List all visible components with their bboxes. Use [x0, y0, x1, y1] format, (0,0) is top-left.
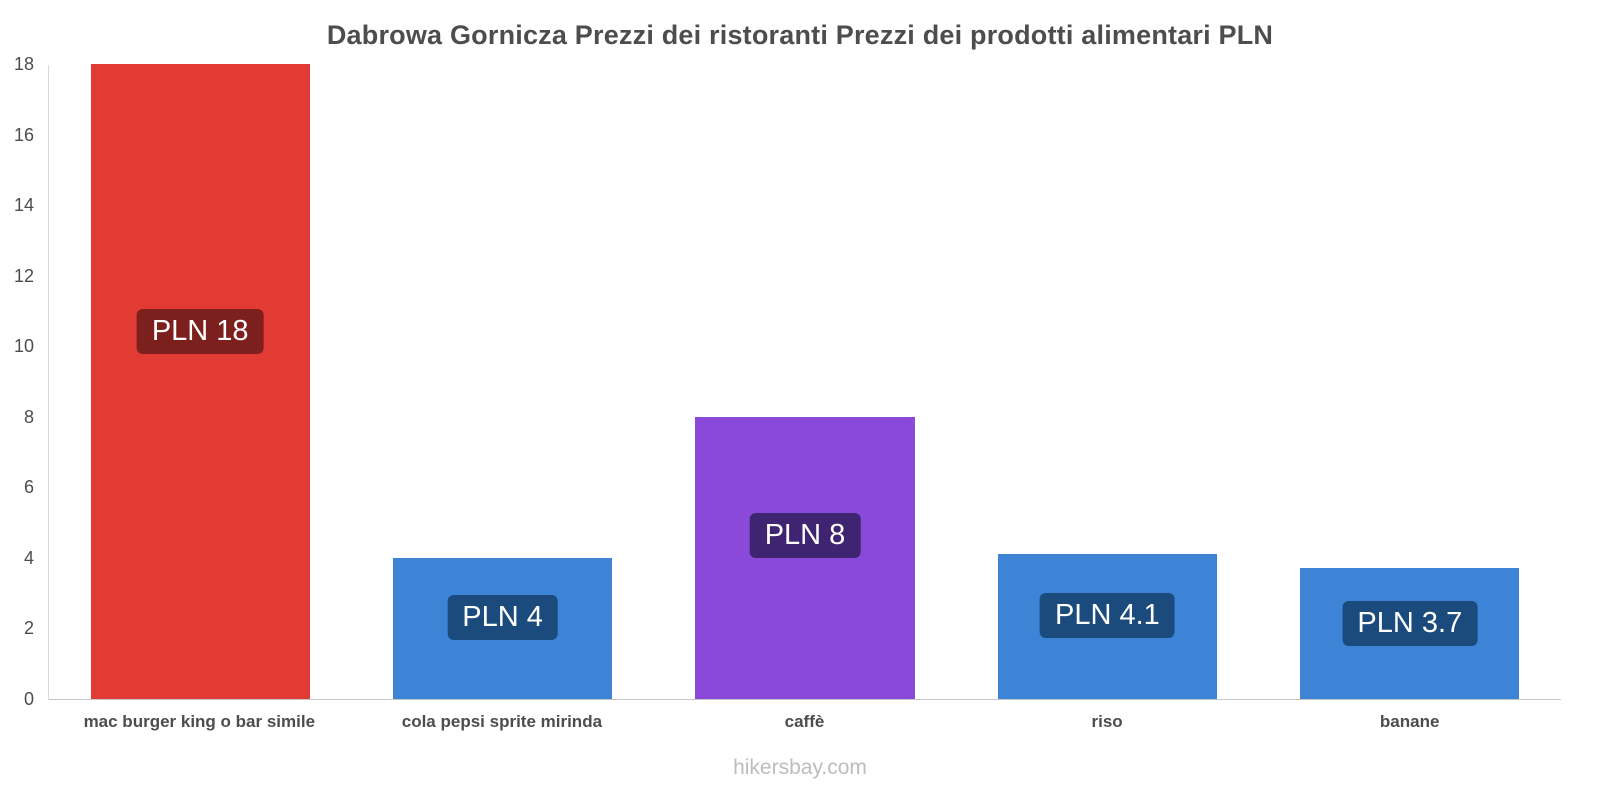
bar-slot: PLN 3.7 — [1259, 65, 1561, 699]
bar-slot: PLN 8 — [654, 65, 956, 699]
bar-4: PLN 4.1 — [997, 554, 1218, 699]
bar-value-label: PLN 8 — [749, 513, 861, 559]
bar-slot: PLN 18 — [49, 64, 351, 699]
bar-value-label: PLN 18 — [136, 308, 264, 354]
x-axis-category-label: banane — [1379, 712, 1440, 731]
x-axis-category-label: riso — [1091, 712, 1123, 731]
y-axis-tick-label: 14 — [13, 195, 34, 216]
chart-title: Dabrowa Gornicza Prezzi dei ristoranti P… — [326, 20, 1274, 50]
plot-area: PLN 18 PLN 4 PLN 8 PLN 4.1 PLN 3.7 — [48, 64, 1561, 700]
y-axis-tick-label: 16 — [13, 124, 34, 145]
y-axis-tick-label: 2 — [23, 618, 34, 639]
bar-slot: PLN 4.1 — [956, 65, 1258, 699]
bar-value-label: PLN 4.1 — [1040, 593, 1175, 639]
y-axis-tick-label: 18 — [13, 54, 34, 74]
y-axis-tick-label: 8 — [23, 406, 34, 427]
bar-value-label: PLN 3.7 — [1342, 601, 1478, 647]
bar-value-label: PLN 4 — [447, 595, 558, 641]
bar-1: PLN 18 — [90, 64, 310, 699]
x-axis-category-label: caffè — [784, 712, 825, 731]
y-axis-tick-label: 4 — [23, 547, 34, 568]
y-axis: 0 2 4 6 8 10 12 14 16 18 — [0, 54, 42, 709]
y-axis-tick-label: 0 — [23, 689, 34, 709]
bar-slot: PLN 4 — [351, 65, 653, 699]
bar-2: PLN 4 — [392, 557, 613, 699]
y-axis-tick-label: 6 — [23, 477, 34, 498]
x-axis-category-label: mac burger king o bar simile — [83, 712, 316, 731]
footer-watermark: hikersbay.com — [733, 756, 867, 779]
x-axis-category-label: cola pepsi sprite mirinda — [401, 712, 603, 731]
bar-5: PLN 3.7 — [1300, 568, 1520, 699]
bar-3: PLN 8 — [695, 416, 915, 699]
y-axis-tick-label: 12 — [13, 265, 34, 286]
y-axis-tick-label: 10 — [13, 336, 34, 357]
x-axis-labels: mac burger king o bar simile cola pepsi s… — [48, 712, 1561, 732]
